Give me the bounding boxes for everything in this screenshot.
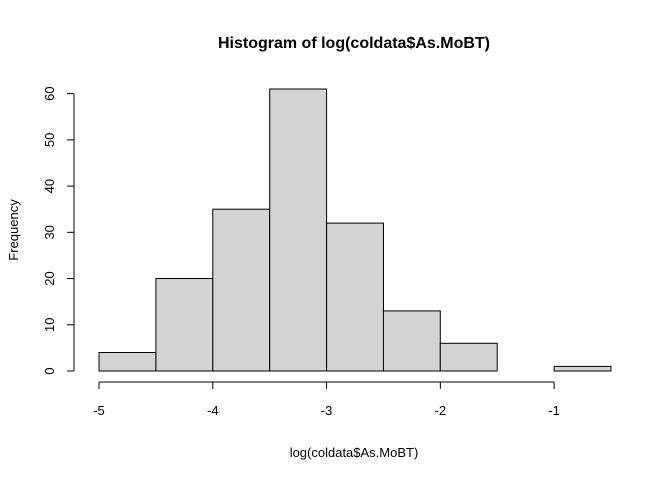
y-tick-label-5: 50 [42,133,57,147]
y-axis-label: Frequency [6,199,21,261]
x-tick-label-4: -1 [548,403,560,418]
y-tick-label-2: 20 [42,271,57,285]
y-tick-label-0: 0 [42,367,57,374]
histogram-bar-6 [439,342,498,372]
histogram-bar-8 [553,365,612,372]
y-tick-label-1: 10 [42,318,57,332]
x-tick-label-0: -5 [93,403,105,418]
x-tick-label-2: -3 [321,403,333,418]
histogram-bar-1 [155,278,214,372]
y-tick-label-6: 60 [42,86,57,100]
histogram-bar-2 [212,208,271,372]
chart-title: Histogram of log(coldata$As.MoBT) [218,35,490,52]
histogram-bar-0 [98,352,157,372]
x-axis: -5 -4 -3 -2 -1 [93,381,560,418]
x-axis-label: log(coldata$As.MoBT) [290,445,419,460]
histogram-bar-4 [326,222,385,372]
y-tick-label-3: 30 [42,225,57,239]
histogram-bar-3 [269,88,328,372]
histogram-bar-5 [382,310,441,372]
x-tick-label-3: -2 [435,403,447,418]
y-tick-label-4: 40 [42,179,57,193]
bars-group [98,88,612,372]
x-tick-label-1: -4 [207,403,219,418]
y-axis: 0 10 20 30 40 50 60 [42,86,75,375]
